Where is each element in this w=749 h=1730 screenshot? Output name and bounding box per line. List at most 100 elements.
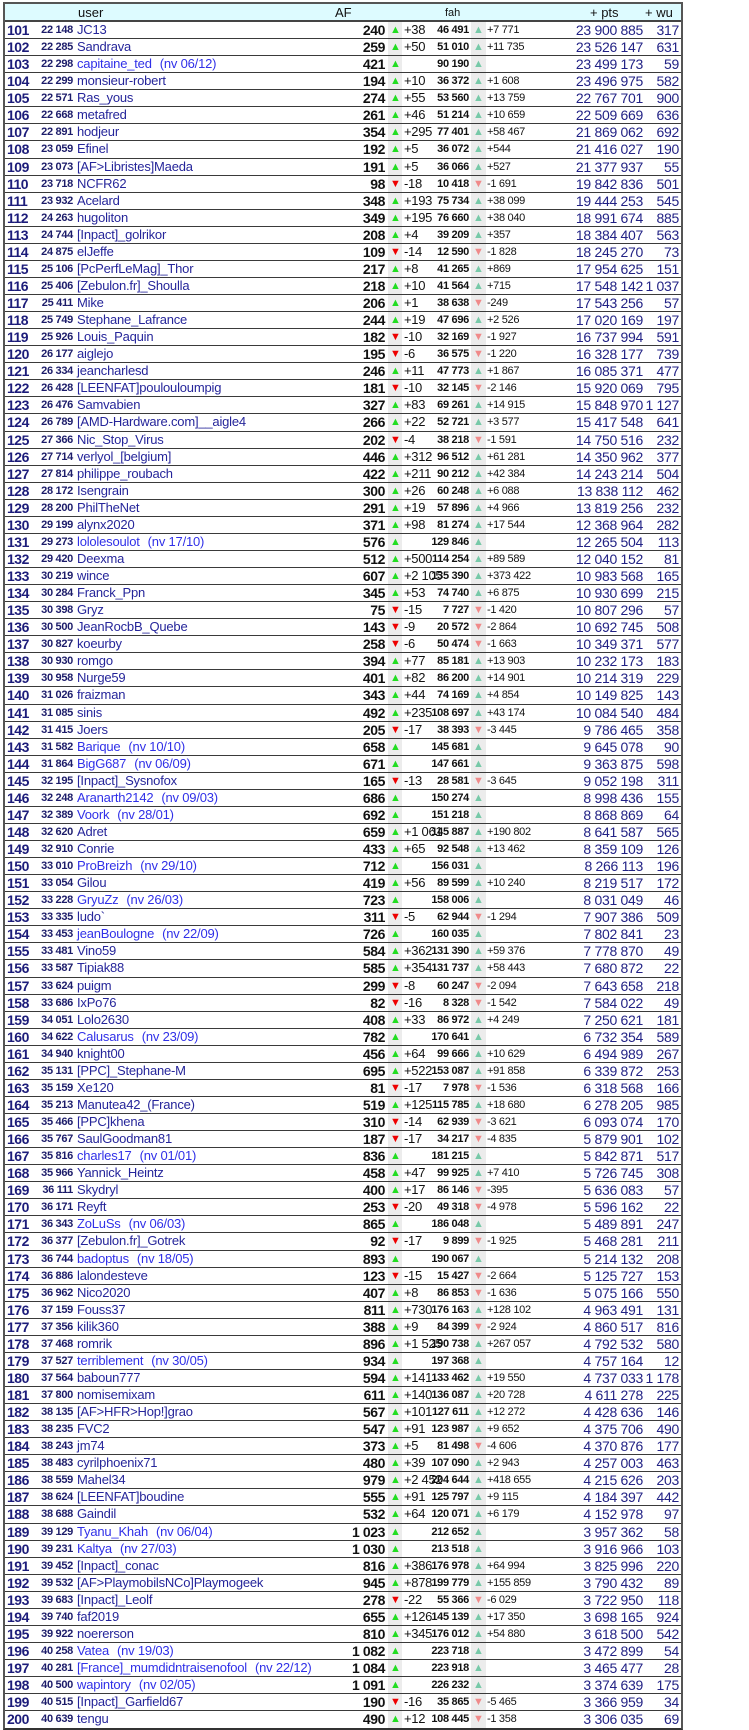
user-name-link[interactable]: cyrilphoenix71: [77, 1455, 158, 1471]
user-name-link[interactable]: romrik: [77, 1336, 112, 1352]
user-name-link[interactable]: Vino59: [77, 943, 116, 959]
user-name-link[interactable]: Nic_Stop_Virus: [77, 432, 164, 448]
user-name-link[interactable]: Manutea42_(France): [77, 1097, 195, 1113]
user-name-link[interactable]: Yannick_Heintz: [77, 1165, 164, 1181]
user-name-link[interactable]: metafred: [77, 107, 127, 123]
user-name-link[interactable]: Skydryl: [77, 1182, 118, 1198]
user-name-link[interactable]: Efinel: [77, 141, 109, 157]
user-name-link[interactable]: [LEENFAT]boudine: [77, 1489, 184, 1505]
user-name-link[interactable]: Joers: [77, 722, 108, 738]
header-fah[interactable]: fah: [445, 7, 461, 19]
user-name-link[interactable]: Kaltya (nv 27/03): [77, 1541, 177, 1557]
user-name-link[interactable]: Xe120: [77, 1080, 114, 1096]
user-name-link[interactable]: Gaindil: [77, 1506, 116, 1522]
user-name-link[interactable]: Nico2020: [77, 1285, 131, 1301]
user-name-link[interactable]: [Inpact]_Sysnofox: [77, 773, 177, 789]
user-name-link[interactable]: Samvabien: [77, 397, 140, 413]
user-name-link[interactable]: romgo: [77, 653, 113, 669]
user-name-link[interactable]: sinis: [77, 705, 102, 721]
header-af[interactable]: AF: [335, 5, 352, 20]
user-name-link[interactable]: monsieur-robert: [77, 73, 166, 89]
user-name-link[interactable]: jeancharlesd: [77, 363, 149, 379]
user-name-link[interactable]: Reyft: [77, 1199, 107, 1215]
user-name-link[interactable]: [Inpact]_golrikor: [77, 227, 166, 243]
user-name-link[interactable]: wapintory (nv 02/05): [77, 1677, 196, 1693]
user-name-link[interactable]: knight00: [77, 1046, 125, 1062]
user-name-link[interactable]: Vatea (nv 19/03): [77, 1643, 174, 1659]
user-name-link[interactable]: Gilou: [77, 875, 107, 891]
user-name-link[interactable]: puigm: [77, 978, 112, 994]
user-name-link[interactable]: lalondesteve: [77, 1268, 148, 1284]
user-name-link[interactable]: [Zebulon.fr]_Gotrek: [77, 1233, 185, 1249]
user-name-link[interactable]: Sandrava: [77, 39, 131, 55]
user-name-link[interactable]: hodjeur: [77, 124, 119, 140]
user-name-link[interactable]: PhilTheNet: [77, 500, 140, 516]
user-name-link[interactable]: baboun777: [77, 1370, 140, 1386]
user-name-link[interactable]: [PPC]khena: [77, 1114, 145, 1130]
user-name-link[interactable]: NCFR62: [77, 176, 127, 192]
user-name-link[interactable]: [AF>Libristes]Maeda: [77, 159, 193, 175]
user-name-link[interactable]: IxPo76: [77, 995, 116, 1011]
user-name-link[interactable]: Tipiak88: [77, 960, 124, 976]
user-name-link[interactable]: nomisemixam: [77, 1387, 155, 1403]
user-name-link[interactable]: jeanBoulogne (nv 22/09): [77, 926, 219, 942]
user-name-link[interactable]: [PPC]_Stephane-M: [77, 1063, 186, 1079]
user-name-link[interactable]: ludo`: [77, 909, 105, 925]
user-name-link[interactable]: capitaine_ted (nv 06/12): [77, 56, 216, 72]
user-name-link[interactable]: Voork (nv 28/01): [77, 807, 174, 823]
user-name-link[interactable]: Conrie: [77, 841, 114, 857]
user-name-link[interactable]: jm74: [77, 1438, 105, 1454]
user-name-link[interactable]: lololesoulot (nv 17/10): [77, 534, 204, 550]
user-name-link[interactable]: Louis_Paquin: [77, 329, 154, 345]
user-name-link[interactable]: terriblement (nv 30/05): [77, 1353, 208, 1369]
header-pts[interactable]: + pts: [590, 5, 619, 20]
user-name-link[interactable]: tengu: [77, 1711, 109, 1727]
user-name-link[interactable]: philippe_roubach: [77, 466, 173, 482]
user-name-link[interactable]: [LEENFAT]poulouloumpig: [77, 380, 221, 396]
user-name-link[interactable]: Deexma: [77, 551, 124, 567]
user-name-link[interactable]: Franck_Ppn: [77, 585, 145, 601]
user-name-link[interactable]: koeurby: [77, 636, 122, 652]
user-name-link[interactable]: [AF>HFR>Hop!]grao: [77, 1404, 193, 1420]
user-name-link[interactable]: hugoliton: [77, 210, 128, 226]
user-name-link[interactable]: JC13: [77, 22, 107, 38]
user-name-link[interactable]: ProBreizh (nv 29/10): [77, 858, 197, 874]
user-name-link[interactable]: faf2019: [77, 1609, 119, 1625]
user-name-link[interactable]: Ras_yous: [77, 90, 133, 106]
user-name-link[interactable]: GryuZz (nv 26/03): [77, 892, 183, 908]
user-name-link[interactable]: [AF>PlaymobilsNCo]Playmogeek: [77, 1575, 263, 1591]
user-name-link[interactable]: Gryz: [77, 602, 104, 618]
user-name-link[interactable]: [Inpact]_Leolf: [77, 1592, 152, 1608]
user-name-link[interactable]: Acelard: [77, 193, 120, 209]
user-name-link[interactable]: Nurge59: [77, 670, 126, 686]
user-name-link[interactable]: Barique (nv 10/10): [77, 739, 185, 755]
user-name-link[interactable]: alynx2020: [77, 517, 135, 533]
user-name-link[interactable]: Stephane_Lafrance: [77, 312, 187, 328]
user-name-link[interactable]: Calusarus (nv 23/09): [77, 1029, 198, 1045]
user-name-link[interactable]: Mahel34: [77, 1472, 126, 1488]
user-name-link[interactable]: elJeffe: [77, 244, 114, 260]
user-name-link[interactable]: noererson: [77, 1626, 134, 1642]
user-name-link[interactable]: wince: [77, 568, 109, 584]
user-name-link[interactable]: badoptus (nv 18/05): [77, 1251, 194, 1267]
user-name-link[interactable]: [PcPerfLeMag]_Thor: [77, 261, 194, 277]
header-wu[interactable]: + wu: [645, 5, 673, 20]
user-name-link[interactable]: fraizman: [77, 687, 125, 703]
user-name-link[interactable]: [Inpact]_Garfield67: [77, 1694, 183, 1710]
user-name-link[interactable]: aiglejo: [77, 346, 113, 362]
user-name-link[interactable]: Tyanu_Khah (nv 06/04): [77, 1524, 213, 1540]
user-name-link[interactable]: Fouss37: [77, 1302, 126, 1318]
user-name-link[interactable]: FVC2: [77, 1421, 110, 1437]
user-name-link[interactable]: Adret: [77, 824, 107, 840]
user-name-link[interactable]: [France]_mumdidntraisenofool (nv 22/12): [77, 1660, 312, 1676]
user-name-link[interactable]: Mike: [77, 295, 104, 311]
user-name-link[interactable]: [Zebulon.fr]_Shoulla: [77, 278, 190, 294]
user-name-link[interactable]: [Inpact]_conac: [77, 1558, 159, 1574]
user-name-link[interactable]: [AMD-Hardware.com]__aigle4: [77, 414, 246, 430]
user-name-link[interactable]: BigG687 (nv 06/09): [77, 756, 191, 772]
user-name-link[interactable]: charles17 (nv 01/01): [77, 1148, 196, 1164]
user-name-link[interactable]: SaulGoodman81: [77, 1131, 172, 1147]
user-name-link[interactable]: Lolo2630: [77, 1012, 129, 1028]
user-name-link[interactable]: kilik360: [77, 1319, 119, 1335]
user-name-link[interactable]: verlyol_[belgium]: [77, 449, 171, 465]
